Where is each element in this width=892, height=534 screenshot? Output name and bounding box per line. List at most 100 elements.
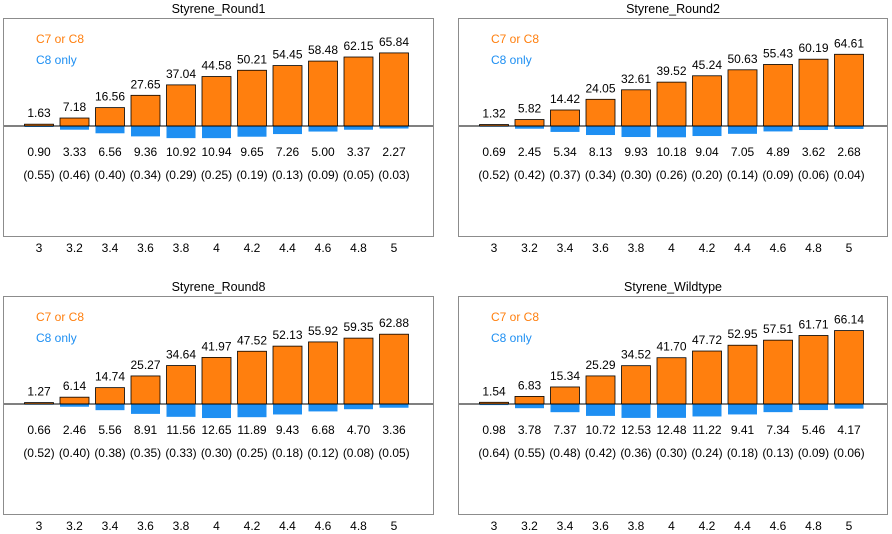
bar-c8-only: [728, 126, 757, 134]
ratio-label: (0.36): [620, 446, 651, 460]
ratio-label: (0.55): [514, 446, 545, 460]
chart-panel-2: Styrene_Round2 C7 or C8 C8 only 1.32 0.69 (0.…: [458, 2, 888, 255]
ratio-label: (0.38): [94, 446, 125, 460]
data-label-c8-only: 7.26: [276, 145, 300, 159]
chart-title: Styrene_Wildtype: [624, 280, 722, 294]
ratio-label: (0.13): [272, 168, 303, 182]
x-tick-label: 3.8: [628, 241, 645, 255]
data-label-c8-only: 0.90: [27, 145, 51, 159]
data-label-c8-only: 9.36: [134, 145, 158, 159]
bar-c8-only: [273, 404, 302, 415]
bar-c8-only: [586, 126, 615, 136]
x-tick-label: 3.8: [628, 519, 645, 533]
bar-c8-only: [308, 126, 338, 132]
bar-c8-only: [202, 126, 231, 139]
data-label-c7-or-c8: 1.27: [27, 385, 51, 399]
bar-c7-or-c8: [621, 365, 651, 405]
data-label-c7-or-c8: 62.88: [379, 316, 409, 330]
data-label-c7-or-c8: 25.29: [585, 358, 615, 372]
legend-entry-c7-or-c8: C7 or C8: [36, 32, 84, 46]
x-tick-label: 3.6: [592, 241, 609, 255]
data-label-c7-or-c8: 65.84: [379, 35, 409, 49]
ratio-label: (0.30): [656, 446, 687, 460]
ratio-label: (0.03): [378, 168, 409, 182]
bar-c7-or-c8: [798, 335, 829, 405]
x-tick-label: 3.6: [137, 241, 154, 255]
bar-c8-only: [799, 126, 828, 131]
ratio-label: (0.33): [165, 446, 196, 460]
chart-panel-1: Styrene_Round1 C7 or C8 C8 only 1.63 0.90 (0.…: [3, 2, 434, 255]
x-tick-label: 4.4: [734, 519, 751, 533]
data-label-c8-only: 11.22: [692, 423, 721, 437]
ratio-label: (0.64): [478, 446, 509, 460]
data-label-c8-only: 9.41: [731, 423, 755, 437]
bar-c8-only: [834, 404, 864, 409]
bar-c7-or-c8: [166, 84, 196, 127]
bar-c8-only: [692, 404, 722, 417]
data-label-c8-only: 10.72: [585, 423, 615, 437]
ratio-label: (0.52): [478, 168, 509, 182]
bar-c8-only: [202, 404, 231, 419]
x-tick-label: 4.4: [279, 519, 296, 533]
data-label-c8-only: 2.68: [837, 145, 861, 159]
bar-c7-or-c8: [130, 375, 161, 405]
bar-c7-or-c8: [727, 69, 758, 127]
bar-c8-only: [166, 404, 196, 417]
data-label-c8-only: 12.48: [656, 423, 686, 437]
ratio-label: (0.19): [236, 168, 267, 182]
data-label-c7-or-c8: 41.70: [656, 340, 686, 354]
data-label-c8-only: 7.34: [766, 423, 790, 437]
x-tick-label: 3: [36, 519, 43, 533]
bar-c8-only: [60, 126, 89, 130]
ratio-label: (0.55): [23, 168, 54, 182]
bar-c8-only: [344, 404, 373, 410]
x-tick-label: 5: [391, 241, 398, 255]
x-tick-label: 3.8: [173, 241, 190, 255]
data-label-c8-only: 0.69: [482, 145, 506, 159]
chart-title: Styrene_Round1: [172, 2, 266, 16]
data-label-c7-or-c8: 52.13: [272, 328, 302, 342]
data-label-c8-only: 5.34: [553, 145, 577, 159]
ratio-label: (0.46): [59, 168, 90, 182]
x-tick-label: 3.2: [521, 241, 538, 255]
data-label-c7-or-c8: 39.52: [656, 64, 686, 78]
data-label-c7-or-c8: 44.58: [201, 59, 231, 73]
data-label-c7-or-c8: 6.83: [518, 378, 542, 392]
ratio-label: (0.40): [94, 168, 125, 182]
ratio-label: (0.06): [798, 168, 829, 182]
ratio-label: (0.40): [59, 446, 90, 460]
bar-c7-or-c8: [166, 365, 196, 405]
bar-c8-only: [657, 404, 686, 418]
bar-c7-or-c8: [834, 53, 864, 127]
x-tick-label: 3.4: [557, 241, 574, 255]
data-label-c7-or-c8: 52.95: [727, 327, 757, 341]
bar-c8-only: [763, 404, 793, 413]
x-tick-label: 3: [36, 241, 43, 255]
x-tick-label: 3.4: [102, 241, 119, 255]
ratio-label: (0.08): [343, 446, 374, 460]
bar-c8-only: [95, 404, 125, 411]
bar-c7-or-c8: [379, 52, 409, 127]
x-tick-label: 5: [391, 519, 398, 533]
bar-c8-only: [515, 404, 544, 409]
data-label-c8-only: 0.98: [482, 423, 506, 437]
bar-c7-or-c8: [585, 375, 616, 405]
bar-c7-or-c8: [237, 350, 267, 405]
data-label-c7-or-c8: 34.52: [621, 348, 651, 362]
legend-entry-c7-or-c8: C7 or C8: [491, 32, 539, 46]
ratio-label: (0.05): [343, 168, 374, 182]
bar-c7-or-c8: [763, 64, 793, 127]
bar-c7-or-c8: [343, 337, 374, 405]
data-label-c7-or-c8: 59.35: [343, 320, 373, 334]
ratio-label: (0.34): [585, 168, 616, 182]
x-tick-label: 4.2: [699, 519, 716, 533]
data-label-c7-or-c8: 1.32: [482, 107, 506, 121]
data-label-c7-or-c8: 34.64: [166, 348, 196, 362]
ratio-label: (0.14): [727, 168, 758, 182]
data-label-c8-only: 9.65: [240, 145, 264, 159]
bar-c8-only: [586, 404, 615, 416]
x-tick-label: 4: [213, 241, 220, 255]
data-label-c7-or-c8: 16.56: [95, 90, 125, 104]
x-tick-label: 3.2: [66, 241, 83, 255]
